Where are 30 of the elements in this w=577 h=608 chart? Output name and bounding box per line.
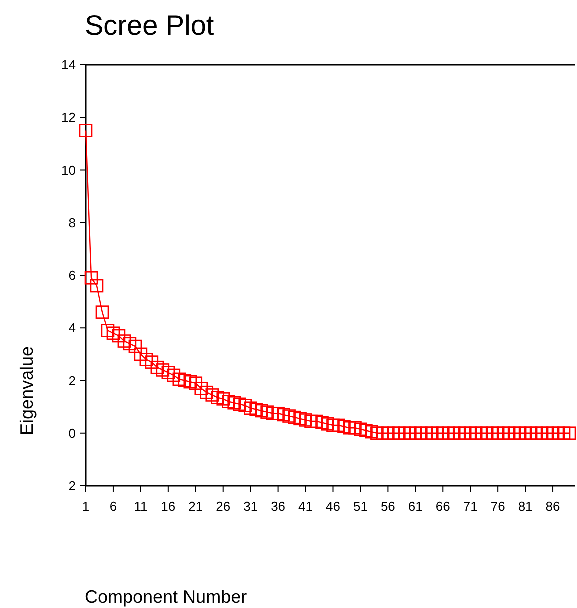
y-tick-label: 14 [62,58,76,73]
x-tick-label: 36 [271,499,286,514]
x-tick-label: 26 [216,499,231,514]
y-tick-label: 10 [62,162,76,178]
x-tick-label: 71 [463,499,478,514]
y-tick-label: 2 [68,478,76,494]
x-tick-label: 81 [518,499,533,514]
y-tick-label: 12 [62,110,76,126]
x-tick-label: 41 [298,499,314,514]
x-tick-label: 11 [134,499,148,514]
y-tick-label: 6 [68,268,76,284]
x-tick-label: 46 [326,499,340,514]
x-tick-label: 51 [353,499,368,514]
x-tick-label: 31 [244,499,258,514]
x-tick-label: 76 [490,499,506,514]
y-axis-title: Eigenvalue [17,346,37,436]
x-axis-title: Component Number [85,587,248,607]
y-tick-label: 0 [68,426,76,441]
chart-title: Scree Plot [85,10,214,41]
x-tick-label: 6 [110,499,118,514]
x-tick-label: 16 [161,499,176,514]
y-tick-label: 8 [68,215,76,230]
y-tick-label: 2 [68,373,76,388]
x-tick-label: 86 [546,499,560,514]
x-tick-label: 61 [408,499,423,514]
y-tick-label: 4 [68,320,76,336]
x-tick-label: 1 [82,499,90,514]
x-tick-label: 66 [436,499,450,514]
x-tick-label: 56 [380,499,396,514]
x-tick-label: 21 [188,499,204,514]
